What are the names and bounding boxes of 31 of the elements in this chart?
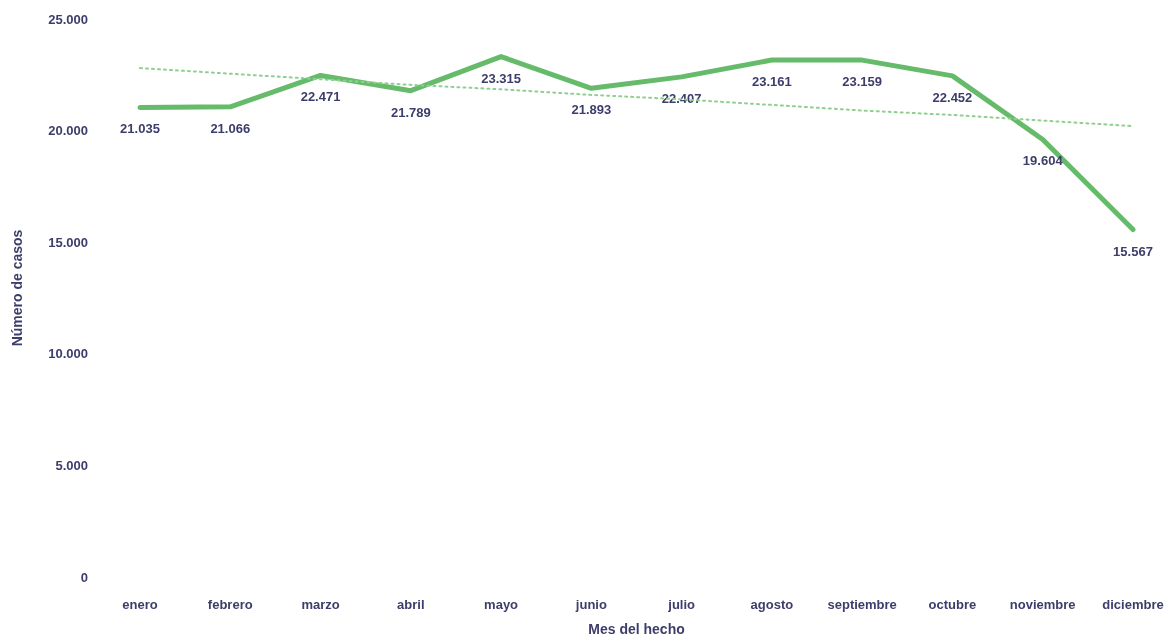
data-label: 15.567 bbox=[1113, 243, 1153, 259]
data-label: 22.452 bbox=[932, 89, 973, 105]
y-tick-label: 0 bbox=[80, 569, 88, 585]
y-tick-label: 25.000 bbox=[48, 11, 88, 27]
x-tick-label: abril bbox=[397, 597, 425, 612]
x-tick-label: julio bbox=[667, 597, 696, 612]
y-tick-label: 10.000 bbox=[48, 346, 88, 362]
data-label: 19.604 bbox=[1022, 153, 1064, 169]
x-tick-label: febrero bbox=[207, 597, 253, 612]
y-tick-label: 5.000 bbox=[55, 457, 88, 473]
data-label: 23.315 bbox=[481, 70, 521, 86]
data-label: 21.893 bbox=[571, 102, 612, 118]
x-tick-label: octubre bbox=[928, 597, 977, 612]
y-tick-label: 20.000 bbox=[48, 123, 88, 139]
x-tick-label: marzo bbox=[301, 597, 340, 612]
x-tick-label: junio bbox=[574, 597, 607, 612]
x-tick-label: agosto bbox=[750, 597, 794, 612]
x-axis-title: Mes del hecho bbox=[588, 621, 685, 637]
data-label: 23.161 bbox=[752, 74, 792, 90]
data-label: 23.159 bbox=[842, 74, 883, 90]
data-label: 21.035 bbox=[120, 121, 160, 137]
y-tick-label: 15.000 bbox=[48, 234, 88, 250]
x-tick-label: enero bbox=[122, 597, 158, 612]
x-tick-label: diciembre bbox=[1102, 597, 1164, 612]
x-tick-label: septiembre bbox=[827, 597, 897, 612]
y-axis-title: Número de casos bbox=[9, 229, 25, 347]
x-tick-label: mayo bbox=[484, 597, 519, 612]
data-label: 22.471 bbox=[300, 89, 341, 105]
x-tick-label: noviembre bbox=[1009, 597, 1076, 612]
data-label: 21.066 bbox=[210, 120, 251, 136]
data-label: 21.789 bbox=[390, 104, 431, 120]
